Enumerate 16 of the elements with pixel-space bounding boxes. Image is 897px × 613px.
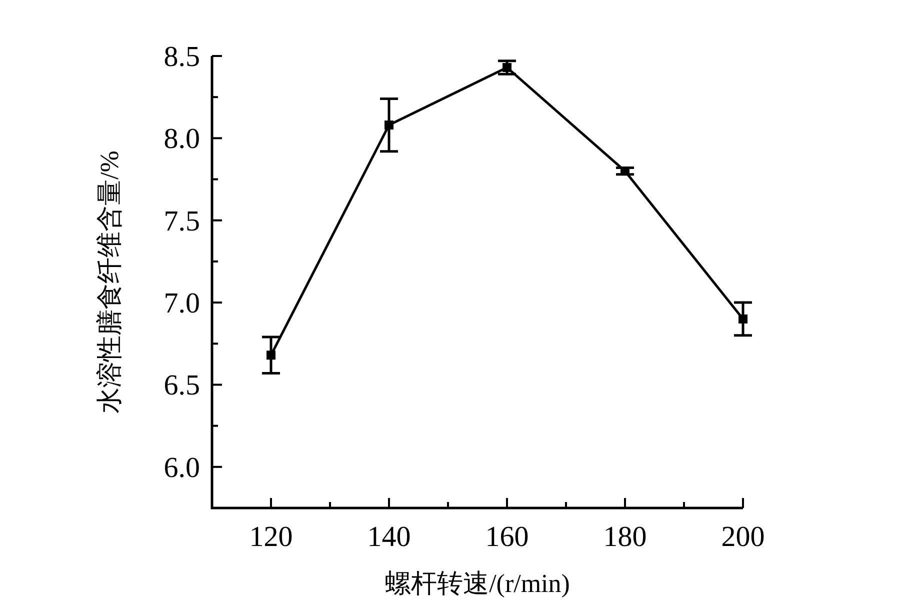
point [384,120,394,130]
y-tick-label: 8.5 [164,41,200,73]
x-tick-label: 140 [367,521,411,553]
y-tick-label: 6.0 [164,452,200,484]
y-axis-title: 水溶性膳食纤维含量/% [95,150,124,414]
y-tick-label: 7.5 [164,205,200,238]
x-tick-label: 120 [249,521,293,553]
x-tick-label: 200 [721,521,765,553]
point [738,314,748,324]
x-tick-label: 180 [603,521,647,553]
y-tick-label: 6.5 [164,370,200,402]
x-tick-label: 160 [485,521,529,553]
y-tick-label: 7.0 [164,288,200,320]
x-axis-title: 螺杆转速/(r/min) [385,569,570,598]
point [266,350,276,360]
y-tick-label: 8.0 [164,123,200,156]
